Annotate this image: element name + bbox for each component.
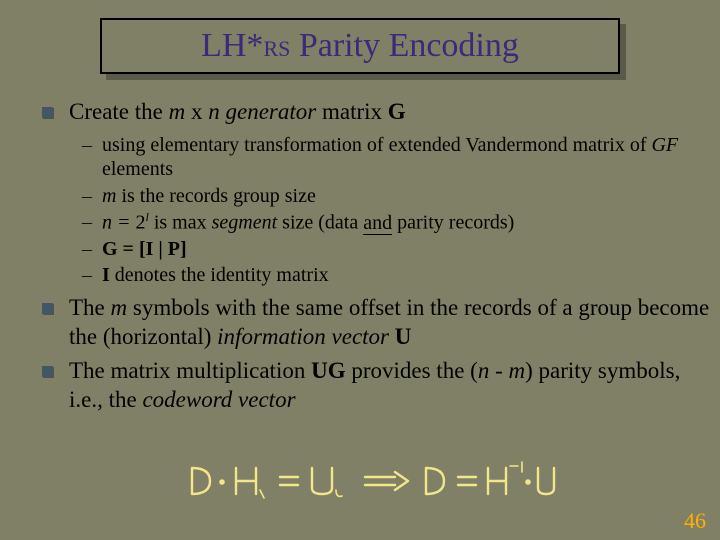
text-run: U — [395, 324, 412, 349]
bullet-l1: The m symbols with the same offset in th… — [42, 294, 710, 352]
text-run: n generator — [208, 99, 322, 124]
text-run: is the records group size — [121, 185, 315, 207]
sub-bullet-text: using elementary transformation of exten… — [102, 133, 710, 182]
bullet-l2: –n = 2l is max segment size (data and pa… — [82, 210, 710, 235]
text-run: and — [363, 212, 392, 235]
text-run: matrix — [322, 99, 388, 124]
text-run: m — [111, 295, 133, 320]
bullet-text: The matrix multiplication UG provides th… — [69, 357, 710, 415]
bullet-text: Create the m x n generator matrix G — [69, 98, 710, 127]
text-run: The — [69, 295, 111, 320]
bullet-l2: –G = [I | P] — [82, 237, 710, 261]
sub-bullet-text: n = 2l is max segment size (data and par… — [102, 210, 710, 235]
sub-bullet-group: –using elementary transformation of exte… — [82, 133, 710, 288]
dash-bullet-icon: – — [82, 133, 92, 157]
text-run: using elementary transformation of exten… — [102, 134, 651, 156]
title-pre: LH* — [201, 27, 263, 64]
dash-bullet-icon: – — [82, 184, 92, 208]
text-run: GF — [651, 134, 678, 156]
text-run: I — [102, 264, 115, 286]
text-run: parity records) — [392, 212, 514, 234]
text-run: x — [191, 99, 208, 124]
text-run: size (data — [282, 212, 363, 234]
square-bullet-icon — [42, 303, 53, 314]
text-run: 2 — [136, 212, 146, 234]
text-run: provides the ( — [351, 358, 477, 383]
title-text: LH*RS Parity Encoding — [201, 27, 519, 65]
text-run: UG — [311, 358, 351, 383]
text-run: n = — [102, 212, 136, 234]
title-box: LH*RS Parity Encoding — [100, 18, 620, 74]
text-run: information vector — [217, 324, 395, 349]
sub-bullet-text: G = [I | P] — [102, 237, 710, 261]
text-run: The matrix multiplication — [69, 358, 311, 383]
text-run: denotes the identity matrix — [115, 264, 329, 286]
page-number: 46 — [684, 508, 706, 534]
text-run: m — [169, 99, 191, 124]
bullet-l2: –m is the records group size — [82, 184, 710, 208]
bullet-l1: Create the m x n generator matrix G — [42, 98, 710, 127]
title-post: Parity Encoding — [290, 27, 519, 64]
text-run: m — [102, 185, 121, 207]
dash-bullet-icon: – — [82, 210, 92, 234]
title-container: LH*RS Parity Encoding — [100, 18, 620, 74]
bullet-text: The m symbols with the same offset in th… — [69, 294, 710, 352]
bullet-l2: –using elementary transformation of exte… — [82, 133, 710, 182]
handwriting-formula — [180, 460, 560, 504]
square-bullet-icon — [42, 107, 53, 118]
bullet-l2: –I denotes the identity matrix — [82, 263, 710, 287]
text-run: n — [478, 358, 495, 383]
text-run: codeword vector — [142, 387, 295, 412]
sub-bullet-text: I denotes the identity matrix — [102, 263, 710, 287]
text-run: Create the — [69, 99, 169, 124]
dash-bullet-icon: – — [82, 263, 92, 287]
text-run: elements — [102, 158, 173, 180]
bullet-l1: The matrix multiplication UG provides th… — [42, 357, 710, 415]
dash-bullet-icon: – — [82, 237, 92, 261]
content-region: Create the m x n generator matrix G–usin… — [42, 98, 710, 421]
text-run: G = [I | P] — [102, 238, 187, 260]
text-run: m — [508, 358, 525, 383]
text-run: segment — [212, 212, 283, 234]
text-run: G — [388, 99, 406, 124]
text-run: is max — [149, 212, 212, 234]
square-bullet-icon — [42, 366, 53, 377]
sub-bullet-text: m is the records group size — [102, 184, 710, 208]
text-run: - — [495, 358, 508, 383]
title-sub: RS — [263, 36, 290, 61]
